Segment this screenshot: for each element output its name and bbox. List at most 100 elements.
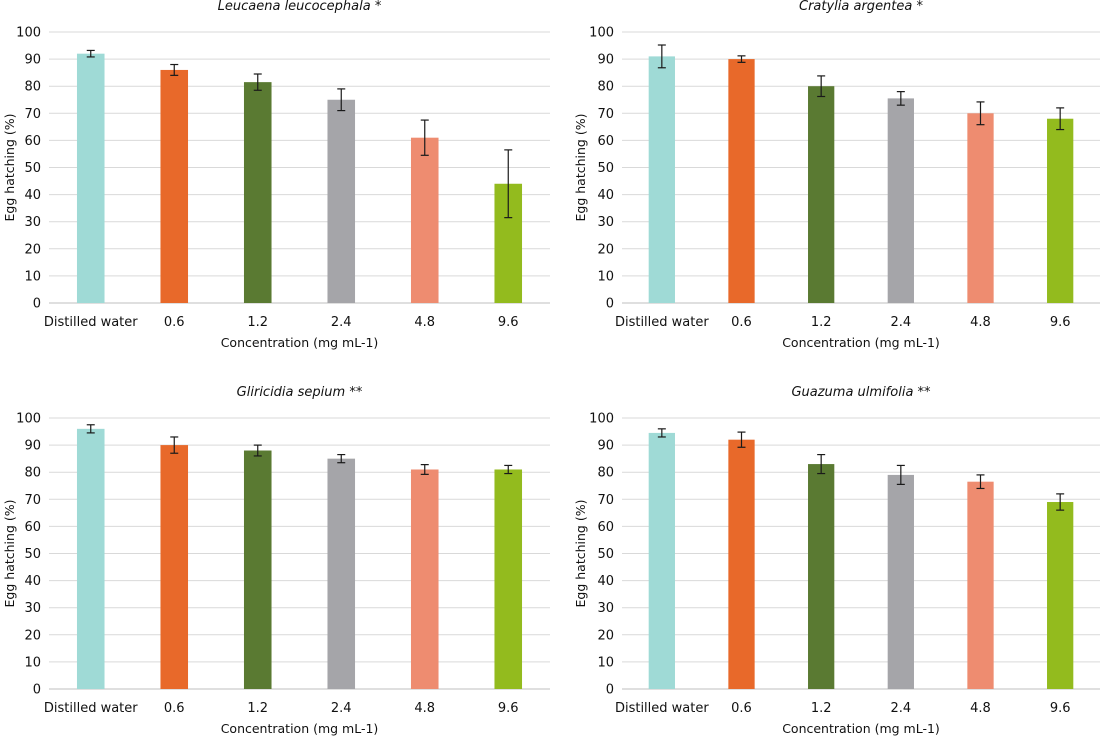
bar-5: [410, 469, 439, 689]
category-label: Distilled water: [44, 315, 138, 330]
y-tick-label: 80: [24, 80, 41, 95]
chart-panel-1: 0 10 20 30 40 50 60 70 80 90 100 Distilled water 0.6…: [2, 0, 550, 350]
category-label: 9.6: [498, 315, 519, 330]
y-tick-label: 80: [597, 80, 614, 95]
y-tick-label: 30: [24, 601, 41, 616]
y-tick-label: 40: [24, 188, 41, 203]
bar-5: [967, 113, 994, 303]
y-tick-label: 90: [24, 53, 41, 68]
category-label: 2.4: [331, 701, 352, 716]
x-axis-label: Concentration (mg mL-1): [221, 721, 379, 736]
y-tick-label: 20: [24, 242, 41, 257]
category-label: 4.8: [414, 315, 435, 330]
bar-1: [648, 432, 675, 689]
y-tick-label: 40: [24, 574, 41, 589]
category-label: Distilled water: [615, 315, 709, 330]
category-label: 0.6: [731, 315, 752, 330]
y-tick-label: 50: [24, 547, 41, 562]
bar-1: [648, 56, 675, 303]
x-axis-label: Concentration (mg mL-1): [782, 335, 940, 350]
category-label: Distilled water: [615, 701, 709, 716]
category-label: 9.6: [1050, 315, 1071, 330]
bar-6: [494, 469, 523, 689]
category-label: 1.2: [811, 701, 832, 716]
category-label: 1.2: [811, 315, 832, 330]
y-tick-label: 60: [24, 520, 41, 535]
bar-4: [887, 98, 914, 304]
bar-5: [967, 481, 994, 689]
bar-4: [327, 458, 356, 689]
y-tick-label: 50: [24, 161, 41, 176]
bar-2: [160, 445, 189, 689]
chart-title: Cratylia argentea *: [799, 0, 923, 14]
category-label: 9.6: [498, 701, 519, 716]
chart-panel-3: 0 10 20 30 40 50 60 70 80 90 100 Distilled water 0.6…: [2, 385, 550, 736]
y-tick-label: 100: [16, 412, 41, 427]
y-tick-label: 100: [16, 26, 41, 41]
y-tick-label: 0: [606, 297, 614, 312]
bar-1: [76, 53, 105, 304]
y-tick-label: 70: [597, 107, 614, 122]
bar-2: [160, 69, 189, 303]
bar-5: [410, 137, 439, 303]
category-label: 1.2: [247, 701, 268, 716]
chart-title: Gliricidia sepium **: [237, 385, 363, 400]
bar-4: [887, 474, 914, 689]
category-label: 4.8: [970, 701, 991, 716]
y-tick-label: 30: [597, 215, 614, 230]
bar-4: [327, 99, 356, 303]
chart-panel-2: 0 10 20 30 40 50 60 70 80 90 100 Distilled water 0.6…: [573, 0, 1100, 350]
bar-1: [76, 428, 105, 689]
y-tick-label: 0: [33, 297, 41, 312]
category-label: 2.4: [890, 315, 911, 330]
category-label: 4.8: [414, 701, 435, 716]
y-tick-label: 60: [597, 134, 614, 149]
category-label: 1.2: [247, 315, 268, 330]
category-label: 2.4: [890, 701, 911, 716]
y-axis-label: Egg hatching (%): [2, 114, 17, 222]
y-tick-label: 90: [597, 439, 614, 454]
y-tick-label: 80: [24, 466, 41, 481]
y-tick-label: 100: [589, 412, 614, 427]
y-tick-label: 10: [597, 269, 614, 284]
category-label: 9.6: [1050, 701, 1071, 716]
chart-title: Guazuma ulmifolia **: [791, 385, 931, 400]
y-tick-label: 0: [606, 683, 614, 698]
x-axis-label: Concentration (mg mL-1): [782, 721, 940, 736]
category-label: 0.6: [164, 315, 185, 330]
bar-3: [243, 82, 272, 303]
y-tick-label: 20: [597, 242, 614, 257]
bar-3: [808, 464, 835, 689]
y-axis-label: Egg hatching (%): [573, 500, 588, 608]
y-tick-label: 40: [597, 188, 614, 203]
x-axis-label: Concentration (mg mL-1): [221, 335, 379, 350]
y-tick-label: 60: [24, 134, 41, 149]
y-tick-label: 20: [24, 628, 41, 643]
y-tick-label: 10: [24, 655, 41, 670]
y-tick-label: 50: [597, 547, 614, 562]
bar-3: [243, 450, 272, 689]
y-tick-label: 90: [597, 53, 614, 68]
category-label: 2.4: [331, 315, 352, 330]
y-tick-label: 30: [24, 215, 41, 230]
y-tick-label: 10: [24, 269, 41, 284]
category-label: 4.8: [970, 315, 991, 330]
category-label: 0.6: [731, 701, 752, 716]
y-tick-label: 10: [597, 655, 614, 670]
y-tick-label: 60: [597, 520, 614, 535]
y-tick-label: 90: [24, 439, 41, 454]
category-label: Distilled water: [44, 701, 138, 716]
y-tick-label: 70: [24, 493, 41, 508]
y-axis-label: Egg hatching (%): [573, 114, 588, 222]
y-axis-label: Egg hatching (%): [2, 500, 17, 608]
y-tick-label: 20: [597, 628, 614, 643]
y-tick-label: 30: [597, 601, 614, 616]
bar-2: [728, 439, 755, 689]
y-tick-label: 100: [589, 26, 614, 41]
y-tick-label: 80: [597, 466, 614, 481]
y-tick-label: 0: [33, 683, 41, 698]
y-tick-label: 70: [24, 107, 41, 122]
bar-6: [1047, 502, 1074, 689]
chart-panel-4: 0 10 20 30 40 50 60 70 80 90 100 Distilled water 0.6…: [573, 385, 1100, 736]
